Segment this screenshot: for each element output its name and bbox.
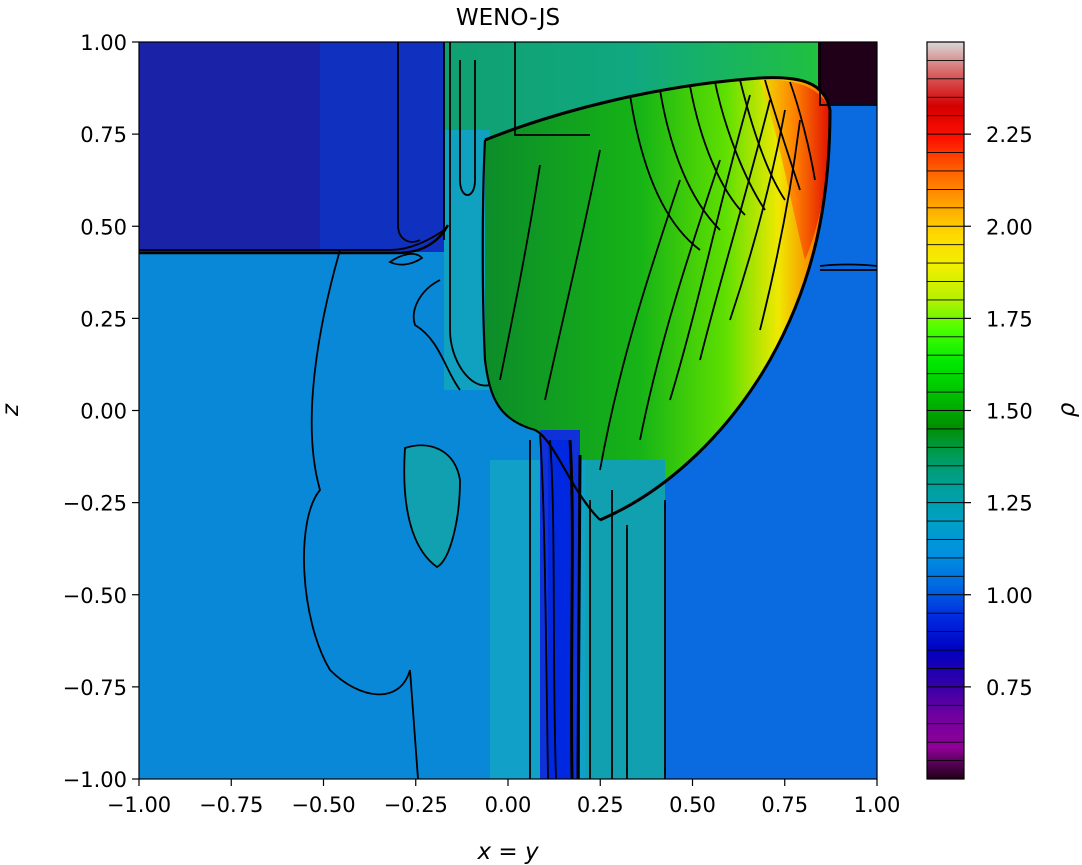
- y-tick-label: −1.00: [63, 768, 127, 792]
- colorbar-tick-label: 2.25: [986, 123, 1033, 147]
- contour-line: [819, 263, 877, 271]
- x-tick-label: −0.75: [199, 793, 263, 817]
- contour-line: [388, 253, 424, 266]
- contour-line: [639, 159, 721, 441]
- y-tick-label: −0.25: [63, 492, 127, 516]
- x-tick-label: 1.00: [854, 793, 901, 817]
- contour-line: [549, 439, 557, 779]
- contour-line: [303, 249, 411, 696]
- contour-line: [576, 454, 582, 779]
- region-blob: [404, 445, 460, 567]
- x-tick-label: 0.50: [669, 793, 716, 817]
- x-tick-label: 0.00: [485, 793, 532, 817]
- contour-line: [514, 42, 590, 136]
- contour-line: [139, 229, 445, 251]
- contour-line: [459, 60, 476, 196]
- x-tick-label: 0.25: [577, 793, 624, 817]
- colorbar-tick-label: 1.75: [986, 307, 1033, 331]
- contour-lines: [139, 42, 877, 779]
- x-tick-label: 0.75: [761, 793, 808, 817]
- density-field: [139, 42, 877, 779]
- contour-line: [789, 81, 816, 181]
- y-axis-label: z: [0, 403, 24, 417]
- contour-line: [568, 439, 574, 779]
- contour-line: [819, 42, 877, 106]
- contour-line: [714, 81, 766, 211]
- contour-line: [544, 149, 601, 401]
- y-axis: 1.00 0.75 0.50 0.25 0.00 −0.25 −0.50 −0.75 −1.00: [63, 31, 139, 792]
- contour-line: [139, 224, 450, 255]
- contour-line: [409, 669, 419, 779]
- colorbar-tick-label: 2.00: [986, 215, 1033, 239]
- contour-line: [539, 434, 549, 779]
- x-tick-label: −0.50: [291, 793, 355, 817]
- region-shock-cap: [760, 79, 830, 260]
- contour-line: [729, 109, 786, 321]
- x-axis: −1.00 −0.75 −0.50 −0.25 0.00 0.25 0.50 0.75 1.00: [107, 779, 901, 817]
- colorbar-tick-label: 1.25: [986, 492, 1033, 516]
- x-axis-label: x = y: [476, 839, 539, 865]
- contour-line: [412, 279, 461, 391]
- region-jet-inner: [548, 440, 570, 779]
- contour-line: [669, 94, 751, 401]
- contour-line: [699, 99, 771, 361]
- contour-line: [403, 444, 461, 569]
- region-shocked-bubble: [485, 77, 830, 520]
- colorbar-level-lines: [927, 59, 964, 762]
- colorbar-tick-label: 0.75: [986, 676, 1033, 700]
- contour-line: [689, 85, 746, 216]
- y-tick-label: 0.00: [80, 400, 127, 424]
- contour-line: [449, 42, 491, 387]
- contour-line: [481, 139, 601, 521]
- colorbar-label: ρ: [1054, 402, 1080, 417]
- y-tick-label: 0.50: [80, 215, 127, 239]
- y-tick-label: 1.00: [80, 31, 127, 55]
- contour-line: [659, 89, 721, 231]
- y-tick-label: −0.75: [63, 676, 127, 700]
- contour-line: [764, 79, 801, 191]
- region-top-left-shade: [320, 42, 444, 252]
- contour-line: [397, 42, 421, 243]
- x-tick-label: −1.00: [107, 793, 171, 817]
- chart-title: WENO-JS: [456, 5, 560, 31]
- x-tick-label: −0.25: [384, 793, 448, 817]
- contour-line: [759, 119, 801, 331]
- region-top-right-corner: [818, 42, 877, 104]
- contour-line: [499, 164, 541, 381]
- contour-line: [599, 109, 832, 522]
- y-tick-label: 0.75: [80, 123, 127, 147]
- y-tick-label: 0.25: [80, 307, 127, 331]
- contour-line: [599, 179, 681, 471]
- colorbar-tick-label: 1.50: [986, 400, 1033, 424]
- colorbar: 2.25 2.00 1.75 1.50 1.25 1.00 0.75 ρ: [926, 41, 1080, 780]
- colorbar-ticks: 2.25 2.00 1.75 1.50 1.25 1.00 0.75: [964, 123, 1033, 700]
- contour-line: [629, 94, 701, 251]
- y-tick-label: −0.50: [63, 584, 127, 608]
- colorbar-tick-label: 1.00: [986, 584, 1033, 608]
- region-column-b: [585, 460, 665, 779]
